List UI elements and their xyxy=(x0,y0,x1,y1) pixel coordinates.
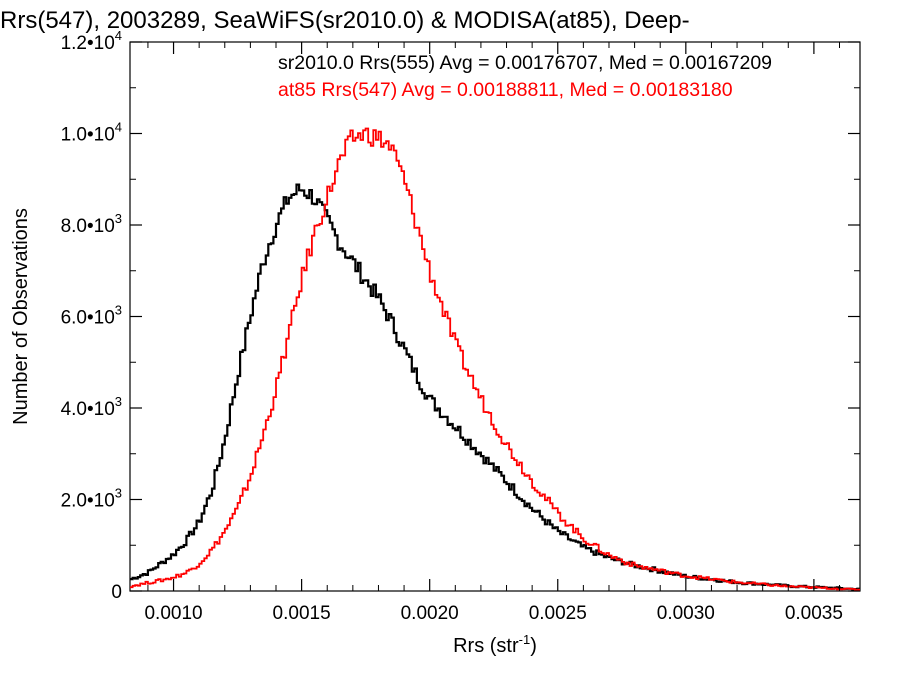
legend-entry: at85 Rrs(547) Avg = 0.00188811, Med = 0.… xyxy=(278,79,733,101)
x-axis: 0.0010 0.0015 0.0020 0.0025 0.0030 0.0035 xyxy=(144,42,843,624)
y-tick-label: 4.0•103 xyxy=(61,394,122,420)
y-tick-label: 6.0•103 xyxy=(61,303,122,329)
x-tick-label: 0.0010 xyxy=(144,603,202,624)
series-line-sr2010 xyxy=(130,183,860,591)
x-axis-label: Rrs (str-1) xyxy=(453,632,537,657)
y-tick-label: 2.0•103 xyxy=(61,486,122,512)
x-tick-label: 0.0015 xyxy=(273,603,331,624)
x-tick-label: 0.0030 xyxy=(657,603,715,624)
legend-entry: sr2010.0 Rrs(555) Avg = 0.00176707, Med … xyxy=(278,52,772,74)
x-axis-label-suffix: ) xyxy=(530,635,537,657)
y-tick-label: 0 xyxy=(111,582,122,603)
plot-area xyxy=(129,41,861,592)
x-tick-label: 0.0020 xyxy=(401,603,459,624)
y-axis-label: Number of Observations xyxy=(10,208,32,425)
series-line-at85 xyxy=(130,127,860,591)
plot-frame xyxy=(129,41,861,592)
x-tick-label: 0.0025 xyxy=(529,603,587,624)
chart-title-group: Rrs(547), 2003289, SeaWiFS(sr2010.0) & M… xyxy=(0,7,690,34)
x-axis-label-main: Rrs (str xyxy=(453,635,519,657)
series-layer xyxy=(130,127,860,591)
y-axis: 0 2.0•103 4.0•103 6.0•103 8.0•103 1.0•104 1.2•… xyxy=(61,28,860,603)
x-tick-label: 0.0035 xyxy=(785,603,843,624)
y-tick-label: 8.0•103 xyxy=(61,211,122,237)
y-tick-label: 1.2•104 xyxy=(61,28,122,54)
legend: sr2010.0 Rrs(555) Avg = 0.00176707, Med … xyxy=(278,52,772,101)
chart-title: Rrs(547), 2003289, SeaWiFS(sr2010.0) & M… xyxy=(0,7,690,34)
y-tick-label: 1.0•104 xyxy=(61,120,122,146)
x-axis-label-superscript: -1 xyxy=(519,632,531,647)
